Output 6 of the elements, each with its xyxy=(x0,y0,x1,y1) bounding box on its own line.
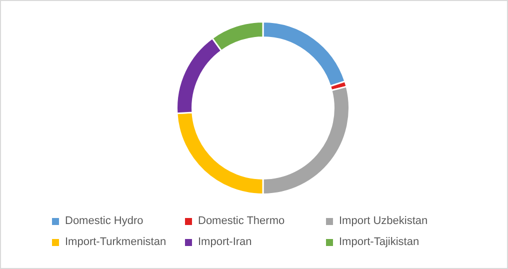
legend-label: Import-Iran xyxy=(198,236,252,248)
legend-label: Domestic Hydro xyxy=(65,215,144,227)
legend-label: Import Uzbekistan xyxy=(339,215,428,227)
legend-label: Import-Tajikistan xyxy=(339,236,420,248)
legend-label: Domestic Thermo xyxy=(198,215,285,227)
legend-label: Import-Turkmenistan xyxy=(65,236,166,248)
